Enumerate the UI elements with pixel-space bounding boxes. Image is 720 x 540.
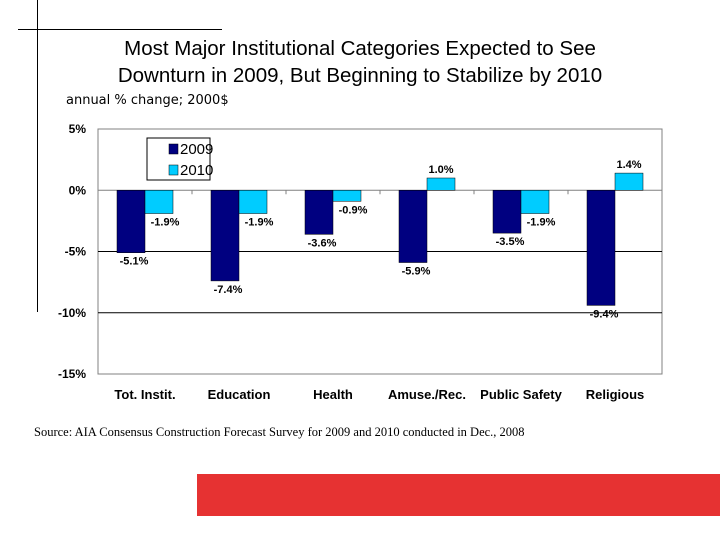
data-label: -3.6%: [308, 237, 337, 249]
data-label: -1.9%: [245, 217, 274, 229]
title-line-2: Downturn in 2009, But Beginning to Stabi…: [117, 64, 603, 87]
legend-label: 2009: [180, 141, 213, 158]
bar-chart: 5% 0% -5% -10% -15% Tot. Instit. -5.1% -1.9% Edu…: [58, 122, 663, 402]
source-note: Source: AIA Consensus Construction Forec…: [34, 425, 525, 439]
x-category-label: Tot. Instit.: [114, 387, 175, 402]
legend-box: [146, 137, 211, 181]
data-label: -0.9%: [339, 204, 368, 216]
data-label: -3.5%: [496, 236, 525, 248]
data-label: -7.4%: [214, 284, 243, 296]
x-category-label: Public Safety: [480, 387, 562, 402]
bar-2009: [304, 190, 334, 235]
data-label: 1.4%: [616, 159, 641, 171]
data-label: -1.9%: [151, 217, 180, 229]
bar-2010: [332, 190, 362, 202]
slide-title: Most Major Institutional Categories Expe…: [40, 35, 680, 89]
legend-label: 2010: [180, 162, 213, 179]
decorative-vertical-line: [37, 0, 38, 312]
x-category-label: Education: [208, 387, 271, 402]
legend-swatch-2009: [168, 143, 179, 155]
bar-2010: [520, 190, 550, 214]
bar-2009: [398, 190, 428, 263]
bar-2009: [116, 190, 146, 253]
y-tick-label: 0%: [69, 183, 87, 197]
data-label: -5.1%: [120, 256, 149, 268]
decorative-horizontal-line: [18, 29, 222, 30]
x-category-label: Religious: [586, 387, 645, 402]
y-tick-label: 5%: [69, 122, 87, 136]
legend-swatch-2010: [168, 164, 179, 176]
bar-2010: [426, 177, 456, 191]
data-label: -5.9%: [402, 266, 431, 278]
bar-2009: [210, 190, 240, 282]
title-line-1: Most Major Institutional Categories Expe…: [124, 37, 596, 60]
y-tick-label: -5%: [65, 245, 87, 259]
x-category-label: Amuse./Rec.: [388, 387, 466, 402]
data-label: -9.4%: [590, 308, 619, 320]
chart-subtitle: annual % change; 2000$: [66, 93, 229, 108]
data-label: -1.9%: [527, 217, 556, 229]
data-label: 1.0%: [428, 164, 453, 176]
bar-2009: [492, 190, 522, 234]
bar-2010: [238, 190, 268, 214]
footer-accent-bar: [197, 474, 720, 516]
x-category-label: Health: [313, 387, 353, 402]
bar-2010: [144, 190, 174, 214]
bar-2010: [614, 172, 644, 191]
y-tick-label: -15%: [58, 367, 86, 381]
y-tick-label: -10%: [58, 306, 86, 320]
bar-2009: [586, 190, 616, 306]
